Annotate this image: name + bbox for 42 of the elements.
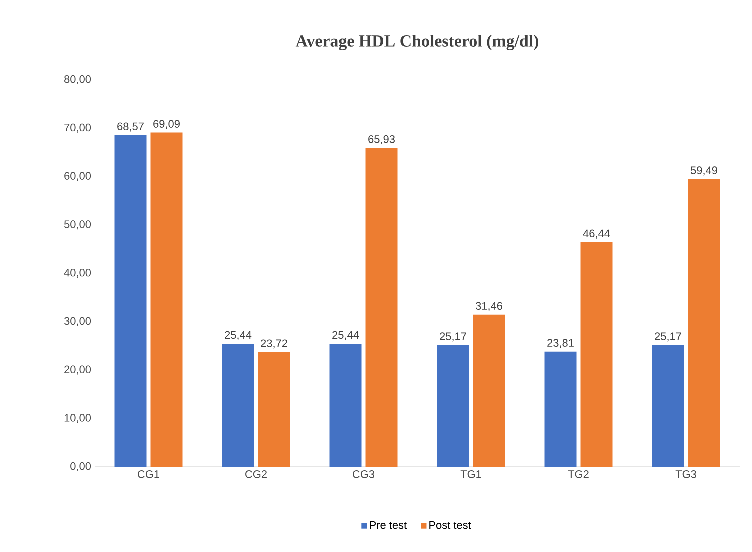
y-tick-label: 70,00	[64, 124, 92, 133]
y-tick-label: 0,00	[70, 462, 92, 472]
data-label: 23,81	[548, 339, 574, 348]
chart-title: Average HDL Cholesterol (mg/dl)	[296, 35, 538, 51]
bar	[688, 179, 720, 467]
y-tick-label: 20,00	[64, 366, 92, 375]
data-label: 25,17	[655, 332, 682, 342]
data-label: 46,44	[583, 230, 610, 239]
x-tick-label: TG1	[460, 470, 482, 478]
y-tick-label: 50,00	[64, 220, 92, 230]
x-tick-label: TG2	[568, 470, 589, 478]
bar	[330, 344, 362, 467]
x-tick-label: CG2	[246, 470, 267, 478]
data-label: 31,46	[476, 302, 502, 312]
bar	[544, 352, 577, 467]
y-tick-label: 60,00	[64, 172, 92, 182]
data-label: 68,57	[118, 122, 144, 132]
data-label: 65,93	[368, 136, 395, 145]
bar	[222, 344, 254, 467]
data-label: 25,44	[225, 331, 252, 340]
x-tick-label: TG3	[676, 470, 696, 478]
bar	[652, 345, 684, 467]
legend-label: Post test	[430, 522, 472, 530]
bar	[473, 314, 506, 467]
legend-label: Pre test	[370, 522, 407, 530]
y-tick-label: 40,00	[64, 268, 92, 278]
x-tick-label: CG1	[138, 470, 160, 478]
bar	[437, 345, 470, 467]
y-tick-label: 10,00	[64, 414, 92, 424]
y-tick-label: 30,00	[64, 317, 92, 326]
bar	[114, 135, 147, 467]
data-label: 25,17	[440, 332, 466, 342]
bar	[366, 148, 398, 467]
bar	[150, 132, 183, 467]
data-label: 69,09	[154, 120, 180, 130]
data-label: 25,44	[332, 331, 360, 340]
bar	[580, 242, 613, 467]
bar	[258, 352, 290, 467]
x-tick-label: CG3	[353, 470, 375, 478]
y-tick-label: 80,00	[64, 75, 92, 85]
data-label: 59,49	[690, 166, 718, 176]
data-label: 23,72	[261, 340, 288, 349]
